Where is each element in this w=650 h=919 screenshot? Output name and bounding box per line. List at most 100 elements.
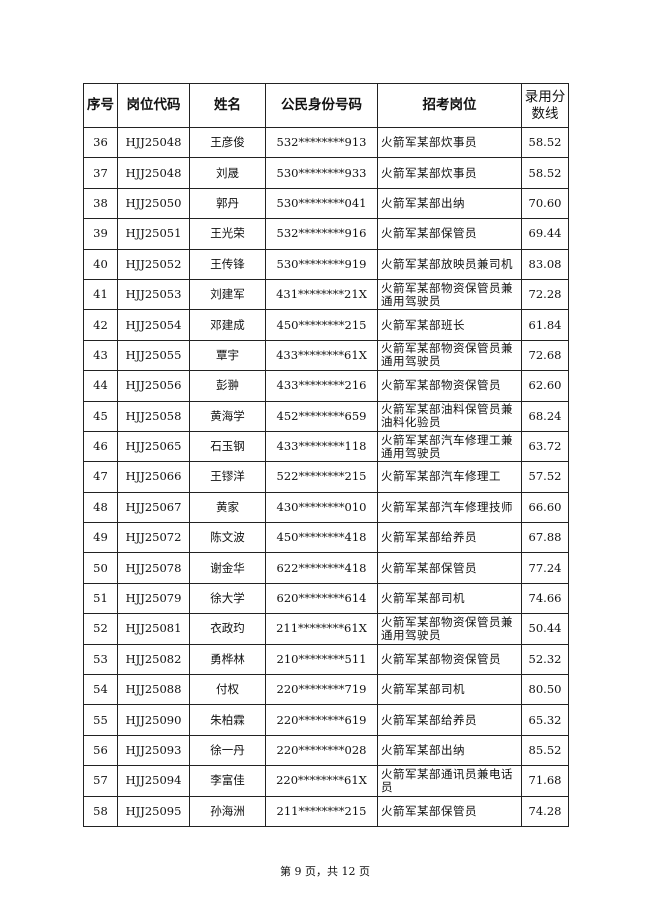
cell-name: 刘晟 [189,157,266,189]
cell-id-number: 450********215 [265,309,378,341]
cell-post-code: HJJ25055 [117,339,190,372]
cell-position: 火箭军某部炊事员 [377,157,522,189]
cell-position: 火箭军某部给养员 [377,704,522,736]
table-row: 38 HJJ25050 郭丹 530********041 火箭军某部出纳 70.60 [83,187,569,220]
cell-position: 火箭军某部炊事员 [377,126,522,159]
cell-post-code: HJJ25095 [117,795,190,827]
cell-name: 李富佳 [189,765,266,797]
cell-index: 37 [83,157,118,189]
cell-index: 50 [83,552,118,584]
cell-name: 覃宇 [189,339,266,372]
cell-id-number: 211********215 [265,795,378,827]
cell-post-code: HJJ25067 [117,491,190,524]
cell-post-code: HJJ25048 [117,157,190,189]
table-row: 47 HJJ25066 王镠洋 522********215 火箭军某部汽车修理工 57.… [83,461,569,493]
cell-id-number: 530********919 [265,248,378,280]
cell-score: 74.28 [521,795,569,827]
cell-score: 74.66 [521,582,569,615]
cell-name: 朱柏霖 [189,704,266,736]
cell-name: 王镠洋 [189,461,266,493]
table-row: 55 HJJ25090 朱柏霖 220********619 火箭军某部给养员 65.32 [83,704,569,736]
cell-position: 火箭军某部保管员 [377,552,522,584]
header-name: 姓名 [189,83,266,128]
header-score: 录用分数线 [521,83,569,128]
cell-score: 77.24 [521,552,569,584]
cell-position: 火箭军某部油料保管员兼油料化验员 [377,400,522,432]
cell-position: 火箭军某部汽车修理工 [377,461,522,493]
cell-index: 46 [83,430,118,463]
cell-name: 郭丹 [189,187,266,220]
cell-id-number: 530********041 [265,187,378,220]
table-row: 52 HJJ25081 衣政玓 211********61X 火箭军某部物资保管员兼通用… [83,613,569,645]
cell-name: 黄海学 [189,400,266,432]
cell-index: 44 [83,370,118,402]
cell-index: 58 [83,795,118,827]
cell-score: 85.52 [521,734,569,767]
table-row: 45 HJJ25058 黄海学 452********659 火箭军某部油料保管员兼油料… [83,400,569,432]
page-footer: 第 9 页，共 12 页 [280,865,370,878]
cell-score: 72.68 [521,339,569,372]
cell-post-code: HJJ25079 [117,582,190,615]
table-row: 58 HJJ25095 孙海洲 211********215 火箭军某部保管员 74.28 [83,795,569,827]
cell-score: 68.24 [521,400,569,432]
cell-index: 51 [83,582,118,615]
cell-position: 火箭军某部出纳 [377,187,522,220]
cell-name: 谢金华 [189,552,266,584]
cell-post-code: HJJ25051 [117,218,190,250]
cell-post-code: HJJ25090 [117,704,190,736]
cell-post-code: HJJ25058 [117,400,190,432]
cell-name: 衣政玓 [189,613,266,645]
cell-id-number: 220********61X [265,765,378,797]
cell-position: 火箭军某部出纳 [377,734,522,767]
cell-score: 58.52 [521,157,569,189]
table-header-row: 序号 岗位代码 姓名 公民身份号码 招考岗位 录用分数线 [83,83,569,128]
cell-id-number: 220********719 [265,674,378,706]
header-index: 序号 [83,83,118,128]
header-position: 招考岗位 [377,83,522,128]
table-row: 39 HJJ25051 王光荣 532********916 火箭军某部保管员 69.44 [83,218,569,250]
results-table: 序号 岗位代码 姓名 公民身份号码 招考岗位 录用分数线 36 HJJ25048 王彦俊 532… [83,83,569,827]
cell-id-number: 620********614 [265,582,378,615]
cell-id-number: 211********61X [265,613,378,645]
cell-id-number: 532********916 [265,218,378,250]
cell-post-code: HJJ25065 [117,430,190,463]
cell-index: 38 [83,187,118,220]
cell-post-code: HJJ25078 [117,552,190,584]
table-row: 50 HJJ25078 谢金华 622********418 火箭军某部保管员 77.24 [83,552,569,584]
cell-score: 83.08 [521,248,569,280]
cell-name: 彭翀 [189,370,266,402]
cell-position: 火箭军某部司机 [377,674,522,706]
cell-name: 邓建成 [189,309,266,341]
header-id-number: 公民身份号码 [265,83,378,128]
table-row: 41 HJJ25053 刘建军 431********21X 火箭军某部物资保管员兼通用… [83,278,569,311]
cell-index: 53 [83,643,118,676]
cell-post-code: HJJ25053 [117,278,190,311]
cell-index: 36 [83,126,118,159]
cell-score: 57.52 [521,461,569,493]
cell-name: 王彦俊 [189,126,266,159]
cell-score: 63.72 [521,430,569,463]
cell-index: 52 [83,613,118,645]
cell-name: 石玉钢 [189,430,266,463]
cell-post-code: HJJ25093 [117,734,190,767]
cell-position: 火箭军某部给养员 [377,522,522,554]
table-row: 54 HJJ25088 付权 220********719 火箭军某部司机 80.50 [83,674,569,706]
cell-index: 39 [83,218,118,250]
cell-position: 火箭军某部通讯员兼电话员 [377,765,522,797]
cell-score: 80.50 [521,674,569,706]
cell-id-number: 433********61X [265,339,378,372]
cell-score: 52.32 [521,643,569,676]
cell-name: 陈文波 [189,522,266,554]
cell-id-number: 622********418 [265,552,378,584]
cell-score: 71.68 [521,765,569,797]
cell-position: 火箭军某部物资保管员兼通用驾驶员 [377,278,522,311]
cell-index: 43 [83,339,118,372]
table-row: 56 HJJ25093 徐一丹 220********028 火箭军某部出纳 85.52 [83,734,569,767]
cell-position: 火箭军某部司机 [377,582,522,615]
cell-score: 58.52 [521,126,569,159]
cell-index: 41 [83,278,118,311]
cell-post-code: HJJ25094 [117,765,190,797]
table-row: 46 HJJ25065 石玉钢 433********118 火箭军某部汽车修理工兼通用… [83,430,569,463]
cell-id-number: 452********659 [265,400,378,432]
cell-id-number: 433********216 [265,370,378,402]
